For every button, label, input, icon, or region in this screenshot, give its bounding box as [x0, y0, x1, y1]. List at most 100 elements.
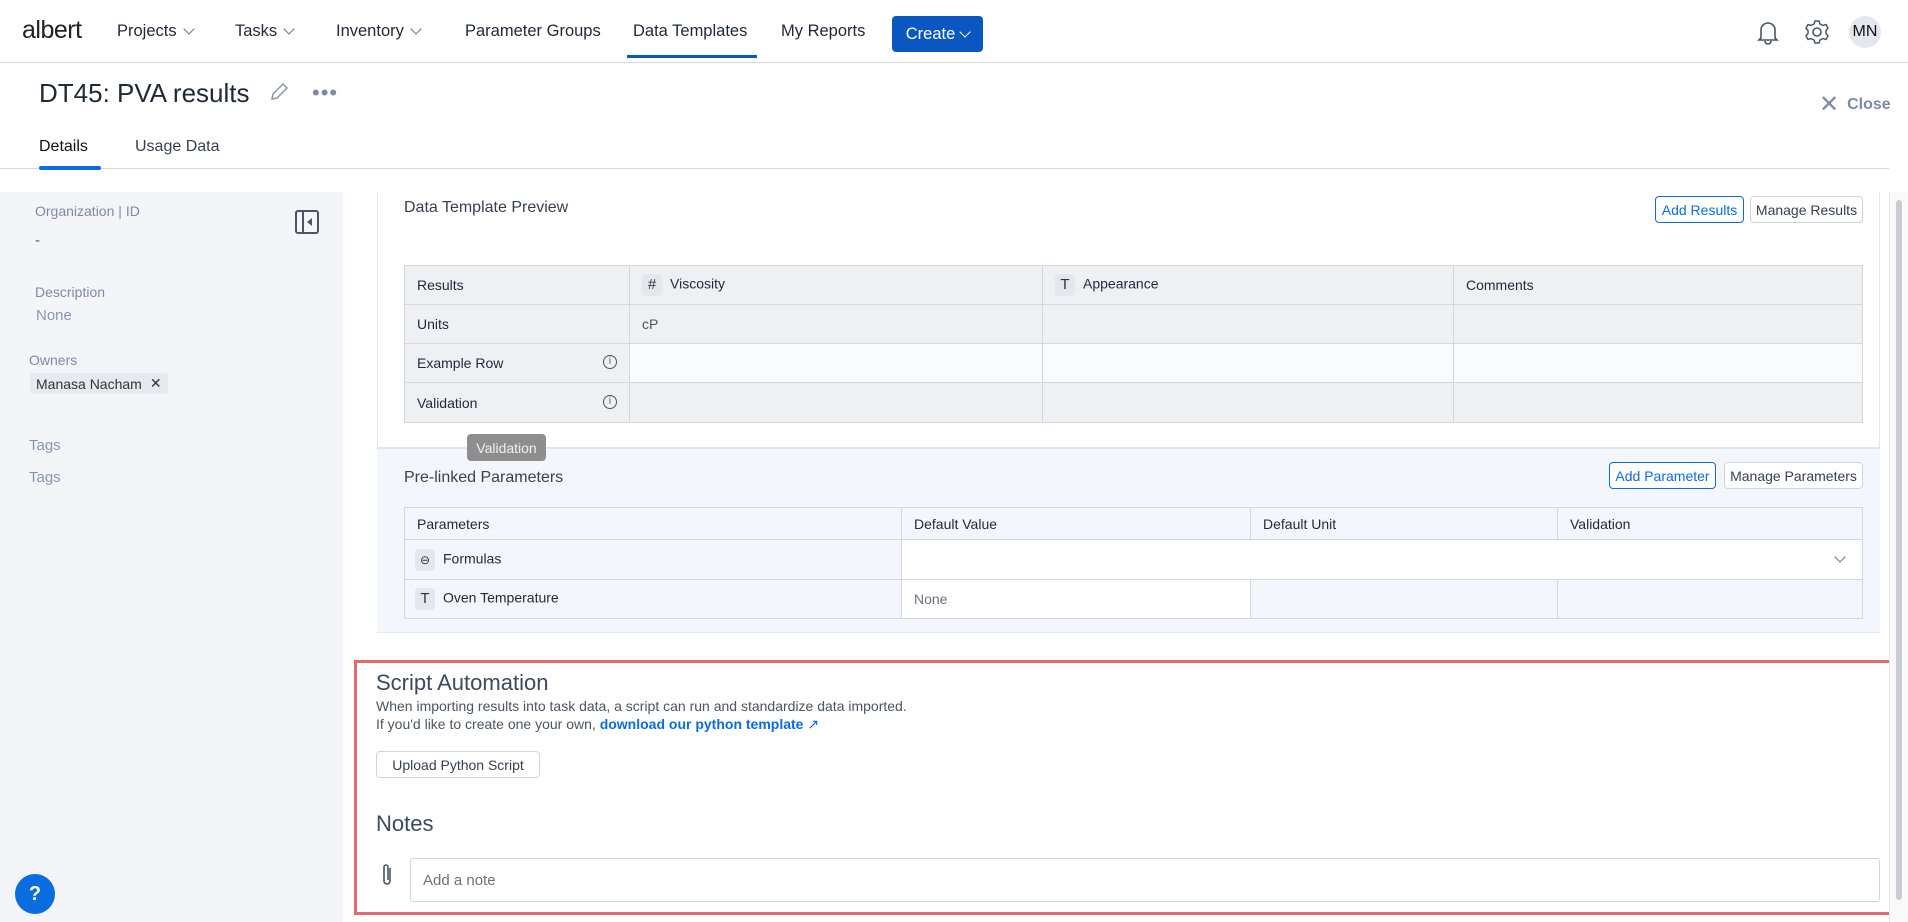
table-cell[interactable] — [1453, 304, 1863, 344]
parameter-name: ⊖ Formulas — [404, 539, 902, 580]
formulas-dropdown[interactable] — [901, 539, 1863, 580]
row-label: Validation i — [404, 382, 630, 423]
parameters-table: Parameters Default Value Default Unit Va… — [404, 507, 1863, 619]
paperclip-icon[interactable] — [380, 862, 394, 888]
table-cell[interactable] — [1453, 382, 1863, 423]
preview-title: Data Template Preview — [404, 199, 569, 216]
add-results-button[interactable]: Add Results — [1655, 196, 1744, 223]
add-note-input[interactable]: Add a note — [410, 858, 1880, 902]
default-unit-cell[interactable] — [1250, 579, 1558, 619]
chevron-down-icon — [182, 23, 195, 35]
parameter-name: T Oven Temperature — [404, 579, 902, 619]
owner-name: Manasa Nacham — [36, 375, 142, 392]
table-row: Example Row i — [404, 343, 1863, 383]
column-header: Results — [404, 265, 630, 305]
create-label: Create — [905, 24, 956, 43]
description-label: Description — [35, 284, 106, 300]
bell-icon[interactable] — [1756, 19, 1780, 45]
table-cell[interactable] — [1042, 382, 1454, 423]
manage-parameters-button[interactable]: Manage Parameters — [1724, 462, 1863, 489]
table-cell[interactable] — [1453, 343, 1863, 383]
details-sidebar: Organization | ID - Description None Own… — [0, 192, 343, 922]
table-cell[interactable] — [1042, 343, 1454, 383]
table-row: Validation i — [404, 382, 1863, 423]
external-link-icon: ↗ — [803, 716, 820, 732]
upload-python-script-button[interactable]: Upload Python Script — [376, 751, 540, 778]
tags-input[interactable]: Tags — [29, 469, 61, 486]
more-options-icon[interactable]: ••• — [312, 80, 339, 105]
gear-icon[interactable] — [1804, 19, 1830, 45]
nav-label: Inventory — [336, 22, 404, 40]
close-button[interactable]: ✕ Close — [1819, 90, 1891, 119]
text-icon: T — [415, 588, 435, 610]
nav-tasks[interactable]: Tasks — [235, 22, 295, 41]
chevron-down-icon — [959, 25, 971, 38]
top-nav: albert Projects Tasks Inventory Paramete… — [0, 0, 1908, 63]
org-id-label: Organization | ID — [35, 203, 140, 219]
page-title: DT45: PVA results — [39, 78, 250, 108]
help-button[interactable]: ? — [15, 874, 55, 914]
nav-parameter-groups[interactable]: Parameter Groups — [465, 22, 601, 41]
table-row: Units cP — [404, 304, 1863, 344]
tab-details[interactable]: Details — [39, 138, 88, 155]
owner-chip: Manasa Nacham ✕ — [30, 373, 168, 394]
table-header-row: Results # Viscosity T Appearance Comments — [404, 265, 1863, 305]
info-icon[interactable]: i — [603, 394, 617, 409]
chevron-down-icon — [410, 23, 422, 35]
table-cell[interactable]: cP — [629, 304, 1043, 344]
text-icon: T — [1055, 274, 1075, 296]
nav-data-templates[interactable]: Data Templates — [633, 22, 747, 41]
nav-my-reports[interactable]: My Reports — [781, 22, 865, 41]
chevron-down-icon — [1834, 551, 1846, 563]
nav-inventory[interactable]: Inventory — [336, 22, 422, 41]
active-tab-indicator — [39, 166, 101, 170]
albert-logo[interactable]: albert — [22, 16, 82, 44]
close-label: Close — [1847, 95, 1891, 113]
collapse-sidebar-icon[interactable] — [295, 210, 319, 234]
table-row: ⊖ Formulas — [404, 539, 1863, 580]
notes-title: Notes — [376, 811, 434, 836]
nav-label: My Reports — [781, 22, 866, 40]
nav-label: Tasks — [235, 22, 278, 40]
nav-projects[interactable]: Projects — [117, 22, 195, 41]
manage-results-button[interactable]: Manage Results — [1750, 196, 1863, 223]
org-id-value: - — [35, 232, 40, 249]
close-icon: ✕ — [1819, 91, 1840, 118]
column-header: Default Unit — [1250, 507, 1558, 540]
table-cell[interactable] — [629, 382, 1043, 423]
active-nav-indicator — [627, 55, 757, 58]
remove-owner-icon[interactable]: ✕ — [149, 375, 162, 391]
script-automation-title: Script Automation — [376, 670, 549, 695]
column-header: Parameters — [404, 507, 902, 540]
column-header: Default Value — [901, 507, 1251, 540]
row-label: Example Row i — [404, 343, 630, 383]
results-table: Results # Viscosity T Appearance Comments … — [404, 265, 1863, 423]
user-avatar[interactable]: MN — [1849, 16, 1881, 48]
table-row: T Oven Temperature None — [404, 579, 1863, 619]
column-header-viscosity[interactable]: # Viscosity — [629, 265, 1043, 305]
column-header: Validation — [1557, 507, 1863, 540]
table-cell[interactable] — [1042, 304, 1454, 344]
default-value-cell[interactable]: None — [901, 579, 1251, 619]
nav-label: Data Templates — [633, 22, 748, 40]
table-cell[interactable] — [629, 343, 1043, 383]
description-value[interactable]: None — [36, 307, 72, 324]
create-button[interactable]: Create — [892, 16, 983, 52]
validation-tooltip: Validation — [467, 434, 546, 461]
row-label: Units — [404, 304, 630, 344]
pencil-icon[interactable] — [268, 81, 290, 103]
tab-usage-data[interactable]: Usage Data — [135, 138, 220, 155]
script-template-line: If you'd like to create one your own, do… — [376, 716, 820, 732]
column-header-comments[interactable]: Comments — [1453, 265, 1863, 305]
nav-label: Projects — [117, 22, 177, 40]
info-icon[interactable]: i — [603, 355, 617, 369]
validation-cell[interactable] — [1557, 579, 1863, 619]
data-template-preview-panel — [377, 192, 1880, 633]
owners-label: Owners — [29, 352, 78, 368]
params-title: Pre-linked Parameters — [404, 469, 564, 486]
scrollbar-thumb[interactable] — [1896, 200, 1902, 900]
nav-label: Parameter Groups — [465, 22, 601, 40]
column-header-appearance[interactable]: T Appearance — [1042, 265, 1454, 305]
download-template-link[interactable]: download our python template — [599, 716, 804, 732]
add-parameter-button[interactable]: Add Parameter — [1609, 462, 1716, 489]
